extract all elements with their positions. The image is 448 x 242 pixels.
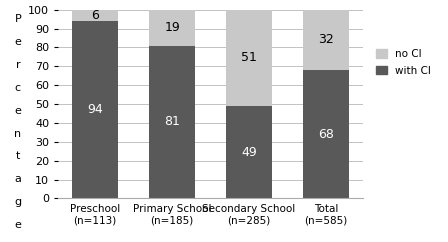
Text: 49: 49: [241, 146, 257, 159]
Text: r: r: [16, 60, 20, 70]
Bar: [72, 10, 118, 21]
Text: c: c: [15, 83, 21, 93]
Bar: [226, 106, 272, 198]
Text: g: g: [14, 197, 22, 207]
Text: t: t: [16, 151, 20, 161]
Text: 32: 32: [318, 33, 334, 46]
Text: 19: 19: [164, 21, 180, 34]
Text: 94: 94: [87, 103, 103, 116]
Text: 51: 51: [241, 51, 257, 64]
Text: 81: 81: [164, 115, 180, 129]
Bar: [303, 10, 349, 70]
Text: 68: 68: [318, 128, 334, 141]
Legend: no CI, with CI: no CI, with CI: [374, 47, 433, 78]
Bar: [303, 70, 349, 198]
Bar: [149, 45, 195, 198]
Bar: [72, 21, 118, 198]
Text: a: a: [14, 174, 22, 184]
Text: e: e: [14, 37, 22, 47]
Text: n: n: [14, 129, 22, 139]
Text: P: P: [14, 14, 22, 24]
Bar: [149, 10, 195, 45]
Bar: [226, 10, 272, 106]
Text: 6: 6: [91, 9, 99, 22]
Text: e: e: [14, 220, 22, 230]
Text: e: e: [14, 106, 22, 116]
